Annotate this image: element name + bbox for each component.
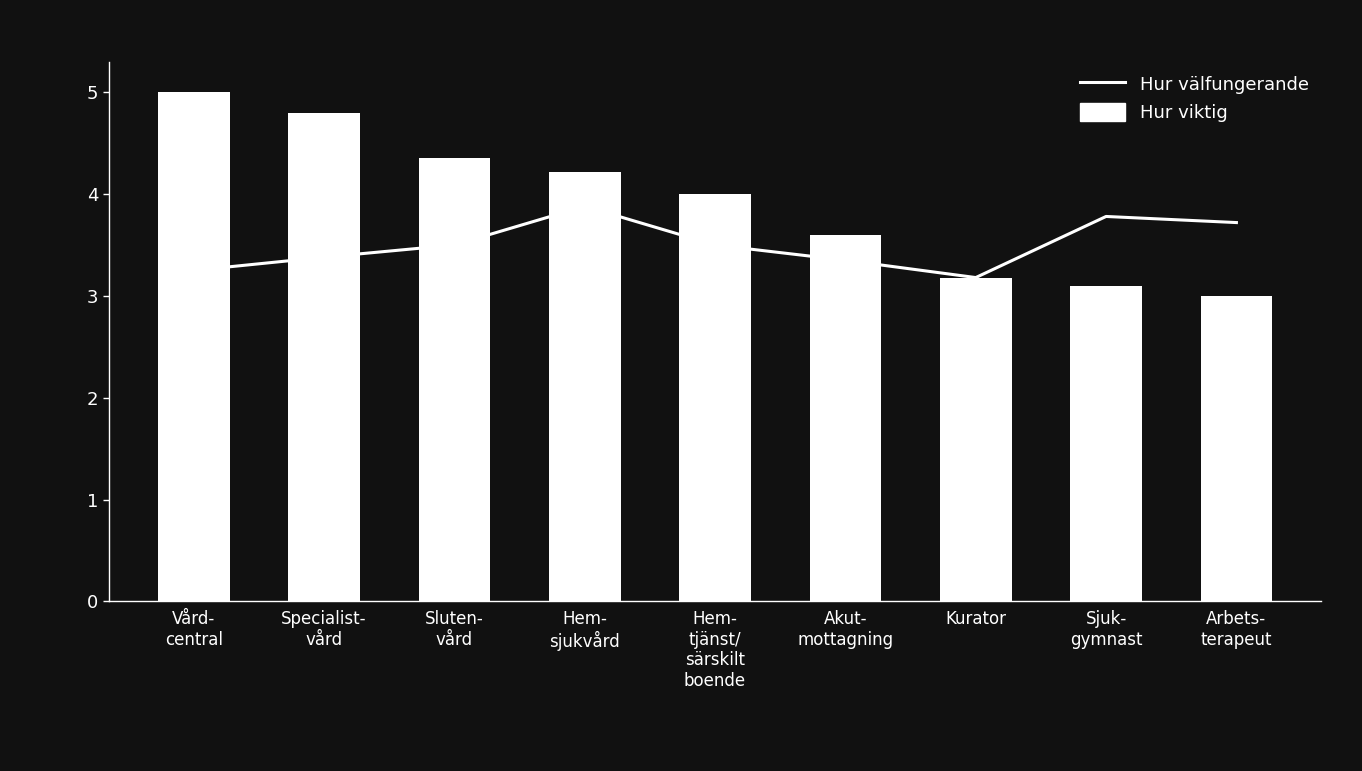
Bar xyxy=(289,113,360,601)
Bar xyxy=(549,172,621,601)
Legend: Hur välfungerande, Hur viktig: Hur välfungerande, Hur viktig xyxy=(1071,66,1317,131)
Bar xyxy=(680,194,750,601)
Bar xyxy=(809,235,881,601)
Bar xyxy=(1200,296,1272,601)
Bar xyxy=(940,278,1012,601)
Bar xyxy=(418,158,490,601)
Bar xyxy=(1071,286,1141,601)
Bar xyxy=(158,93,230,601)
